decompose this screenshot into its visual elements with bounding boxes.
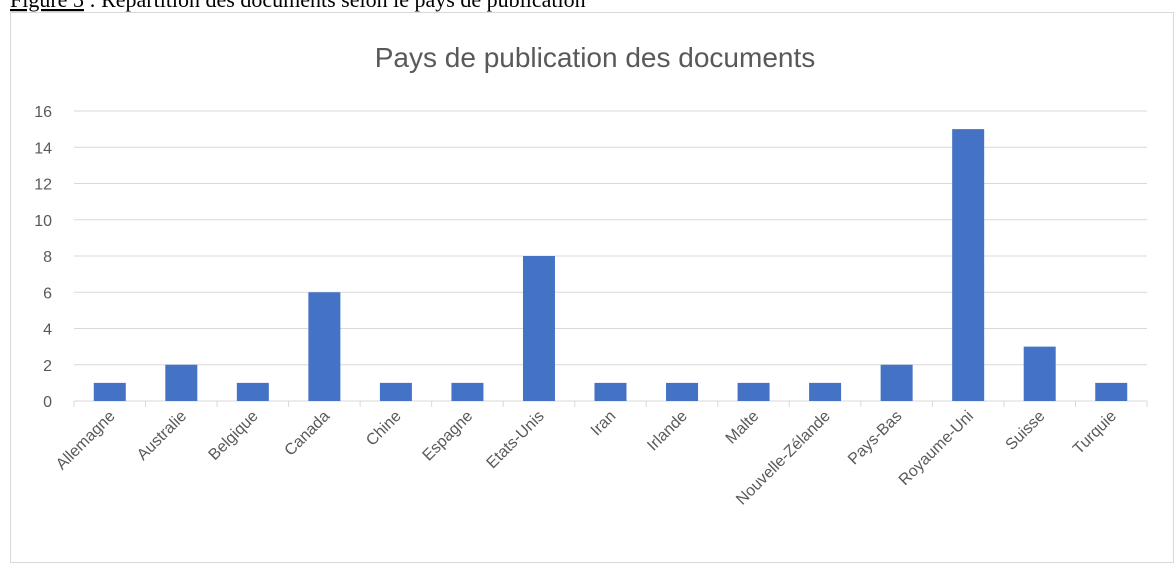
y-tick-label: 16 [34, 104, 52, 121]
bar [880, 364, 913, 401]
y-tick-label: 14 [34, 140, 52, 157]
bar [451, 382, 484, 401]
bar [522, 256, 555, 401]
bar [165, 364, 198, 401]
chart-frame [10, 12, 1174, 563]
bar [308, 292, 341, 401]
y-tick-label: 12 [34, 177, 52, 194]
caption-text: : Répartition des documents selon le pay… [84, 0, 586, 12]
y-tick-label: 6 [43, 285, 52, 302]
y-tick-label: 8 [43, 249, 52, 266]
bar [1095, 382, 1128, 401]
bar [93, 382, 126, 401]
bar [666, 382, 699, 401]
y-tick-label: 10 [34, 213, 52, 230]
y-tick-label: 0 [43, 394, 52, 411]
y-tick-label: 2 [43, 358, 52, 375]
chart-title: Pays de publication des documents [375, 42, 816, 73]
caption: Figure 3 : Répartition des documents sel… [10, 0, 586, 12]
bar [236, 382, 269, 401]
bar [952, 129, 985, 401]
y-tick-label: 4 [43, 322, 52, 339]
bar [379, 382, 412, 401]
caption-label: Figure 3 [10, 0, 84, 12]
bar [737, 382, 770, 401]
bar [594, 382, 627, 401]
bar [1023, 346, 1056, 401]
bar [809, 382, 842, 401]
